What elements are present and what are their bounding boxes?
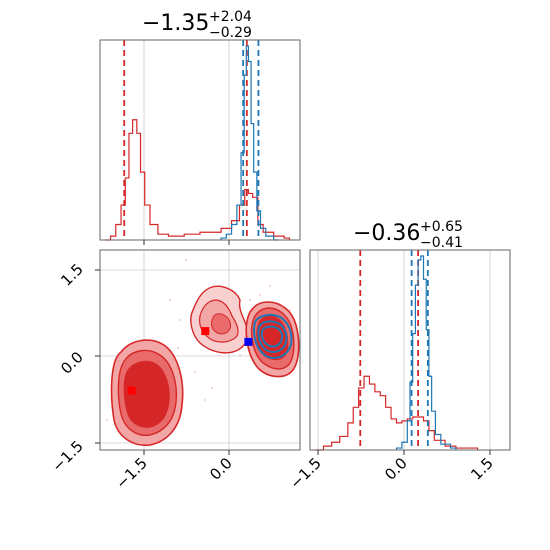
contour-region-middle	[190, 285, 249, 354]
p1-title-value: −1.35	[142, 11, 209, 36]
contour-marker-2	[244, 337, 253, 346]
p3-title-value: −0.36	[353, 221, 420, 246]
p3-title-upper: +0.65	[420, 219, 463, 235]
p2-ytick-label-3: −1.5	[48, 437, 86, 475]
p3-xtick-label-2: 0.0	[381, 454, 411, 484]
p3-bars-series-0-outline	[315, 375, 479, 451]
p2-ytick-label-1: 1.5	[57, 260, 87, 290]
p3-title-lower: −0.41	[420, 235, 463, 251]
top-histogram-panel: −1.35 +2.04 −0.29	[99, 9, 301, 245]
contour-marker-0	[127, 386, 136, 395]
p1-title-lower: −0.29	[209, 25, 252, 41]
p1-title-upper: +2.04	[209, 9, 252, 25]
right-histogram-panel: −1.5 0.0 1.5 −0.36 +0.65 −0.41	[286, 219, 511, 493]
p2-frame	[99, 249, 301, 451]
p3-xtick-label-3: 1.5	[467, 454, 497, 484]
p2-ytick-label-2: 0.0	[57, 348, 87, 378]
contour-panel: −1.5 0.0 1.5 0.0 −1.5	[48, 249, 301, 493]
p3-xtick-label-1: −1.5	[286, 454, 324, 492]
p2-xtick-label-1: −1.5	[112, 454, 150, 492]
p1-bars-series-0-outline	[105, 119, 291, 241]
p1-frame	[99, 39, 301, 241]
p1-bars-series-1-outline	[220, 45, 279, 241]
p1-title: −1.35 +2.04 −0.29	[142, 9, 252, 41]
contour-region-blue	[253, 313, 293, 359]
contour-region-left	[110, 339, 184, 447]
contour-marker-1	[201, 327, 210, 336]
p3-frame	[309, 249, 511, 451]
p3-bars-series-1-outline	[395, 255, 457, 450]
p3-title: −0.36 +0.65 −0.41	[353, 219, 463, 251]
p2-xtick-label-2: 0.0	[206, 454, 236, 484]
